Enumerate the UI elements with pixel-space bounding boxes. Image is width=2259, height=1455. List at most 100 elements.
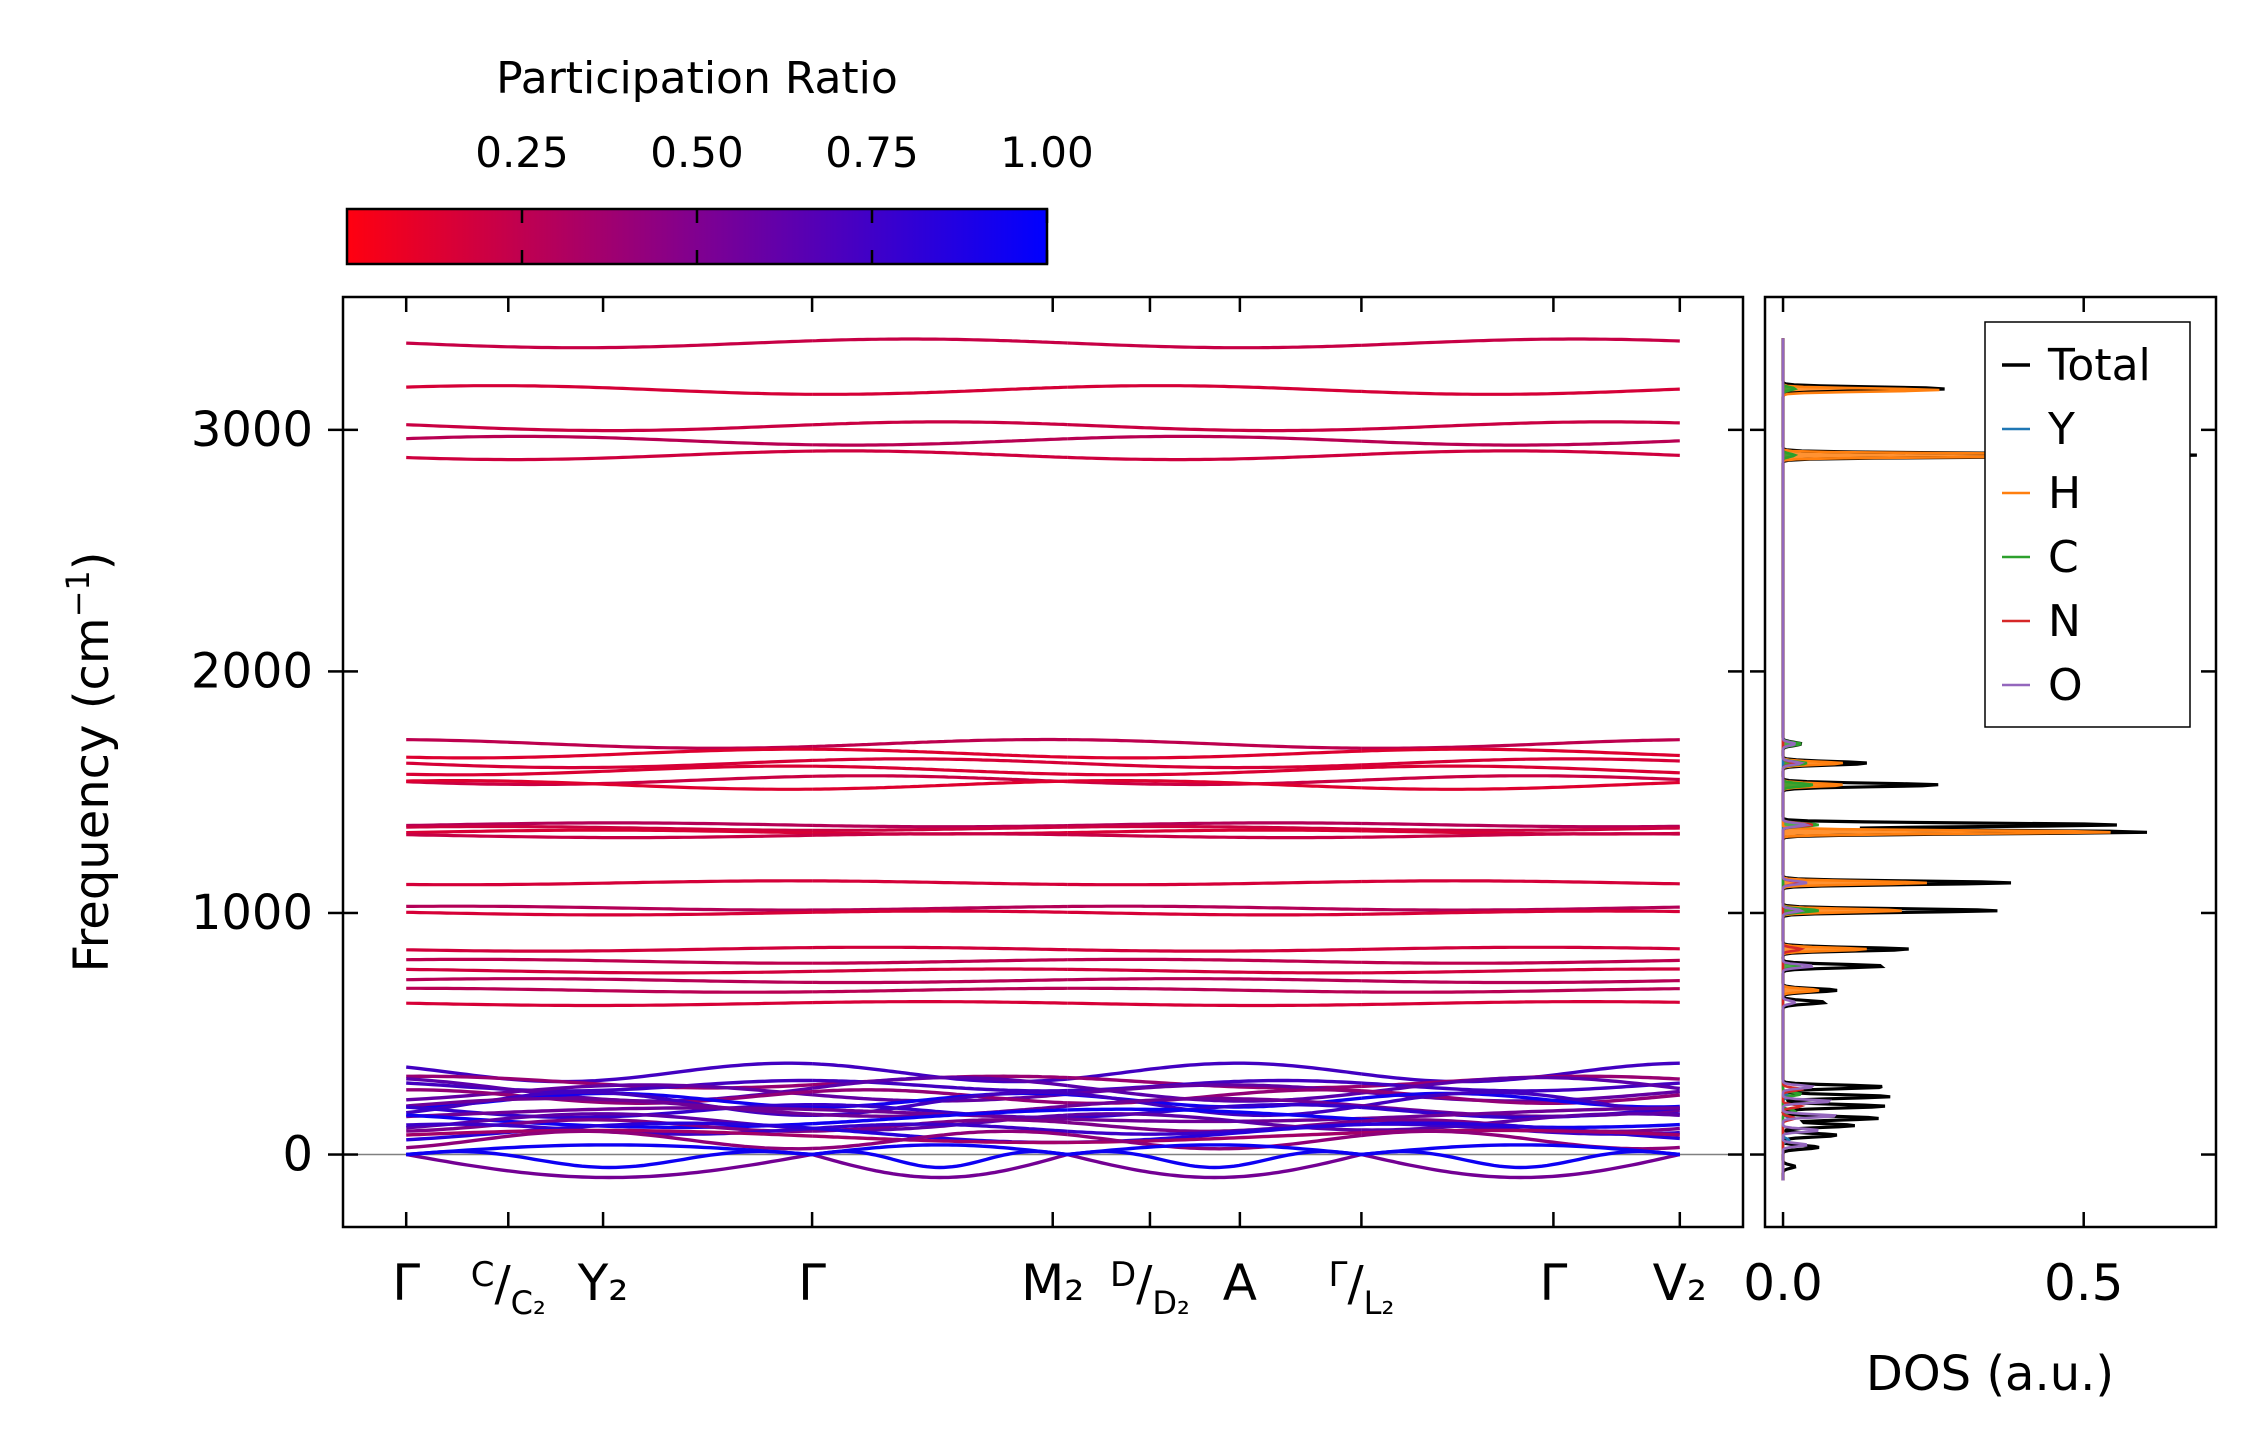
band-line <box>1361 945 1680 951</box>
band-line <box>1361 1075 1680 1095</box>
band-line <box>406 1129 813 1151</box>
band-line <box>1067 761 1362 770</box>
acoustic-band-line <box>405 1152 813 1180</box>
band-line <box>1361 337 1680 347</box>
acoustic-band-line <box>406 1143 813 1157</box>
band-line <box>812 879 1068 887</box>
band-line <box>406 423 813 433</box>
band-line <box>406 764 813 777</box>
band-line <box>812 437 1068 447</box>
band-line <box>1067 977 1362 983</box>
band-line <box>1067 910 1362 917</box>
band-line <box>812 832 1068 837</box>
kpoint-label: M₂ <box>1021 1254 1084 1312</box>
band-line <box>812 747 1068 759</box>
band-line <box>406 833 813 840</box>
band-line <box>1067 1132 1362 1151</box>
band-line <box>1361 1112 1680 1132</box>
band-line <box>406 1078 813 1093</box>
band-line <box>812 1129 1068 1151</box>
band-line <box>406 967 813 975</box>
band-line <box>406 910 813 917</box>
band-line <box>1361 826 1680 832</box>
band-line <box>812 1090 1068 1117</box>
y-label-main: Frequency (cm <box>64 617 120 972</box>
band-y-tick-label: 2000 <box>191 643 313 699</box>
acoustic-band-line <box>406 1149 813 1170</box>
band-line <box>1067 967 1362 975</box>
band-line <box>812 825 1068 832</box>
band-line <box>406 1106 813 1119</box>
band-line <box>406 738 813 750</box>
band-y-tick-label: 1000 <box>191 885 313 941</box>
band-line <box>406 747 813 760</box>
band-line <box>1067 904 1362 911</box>
band-line <box>1361 832 1680 839</box>
band-line <box>1361 747 1680 758</box>
band-line <box>812 385 1068 396</box>
band-line <box>406 957 813 965</box>
band-line <box>1361 979 1680 985</box>
band-x-ticks: Γ C/C₂ Y₂ Γ M₂ D/D₂ A Γ/L₂ Γ V₂ <box>392 297 1707 1322</box>
colorbar-tick-label: 0.25 <box>475 128 569 177</box>
band-line <box>406 779 813 791</box>
band-line <box>1361 439 1680 447</box>
acoustic-band-line <box>1067 1149 1362 1170</box>
band-lines <box>343 337 1743 1180</box>
band-line <box>406 904 813 912</box>
dos-series-o <box>1781 338 1838 1181</box>
band-line <box>811 1075 1068 1090</box>
band-line <box>812 774 1068 784</box>
band-line <box>1067 341 1362 350</box>
band-line <box>1067 749 1362 760</box>
band-line <box>1067 778 1362 787</box>
band-line <box>812 986 1068 994</box>
kpoint-label: A <box>1223 1254 1257 1312</box>
dos-ticks: 0.0 0.5 <box>1743 297 2123 1312</box>
band-line <box>406 1118 813 1133</box>
band-line <box>812 978 1068 985</box>
kpoint-label: Γ <box>798 1254 826 1312</box>
band-line <box>1067 828 1362 835</box>
band-line <box>406 946 813 953</box>
band-line <box>1067 1096 1362 1108</box>
colorbar-title: Participation Ratio <box>496 53 898 104</box>
band-line <box>1361 821 1680 829</box>
legend-label: Y <box>2047 404 2075 455</box>
band-line <box>812 945 1068 952</box>
kpoint-label: D/D₂ <box>1110 1255 1190 1322</box>
band-line <box>1067 423 1362 433</box>
legend-label: H <box>2048 468 2081 519</box>
dos-axes-frame <box>1763 295 2218 1229</box>
band-line <box>1361 1106 1680 1121</box>
band-line <box>1067 452 1362 462</box>
band-line <box>1067 779 1362 790</box>
band-line <box>406 339 813 350</box>
dos-x-tick-label: 0.5 <box>2044 1254 2124 1312</box>
band-line <box>406 449 813 462</box>
band-line <box>1067 986 1362 994</box>
colorbar-ticks: 0.25 0.50 0.75 1.00 <box>475 128 1094 264</box>
y-label-superscript: −1 <box>59 570 97 617</box>
legend-label: O <box>2048 660 2083 711</box>
band-line <box>1361 958 1680 965</box>
band-y-tick-label: 3000 <box>191 402 313 458</box>
band-line <box>1067 821 1362 828</box>
kpoint-label: Γ <box>1539 1254 1567 1312</box>
band-line <box>406 1121 813 1142</box>
band-y-tick-label: 0 <box>282 1127 313 1183</box>
colorbar-tick-label: 1.00 <box>1000 128 1094 177</box>
band-line <box>1361 387 1680 396</box>
band-line <box>812 420 1068 427</box>
band-line <box>1067 766 1362 777</box>
dos-x-axis-label: DOS (a.u.) <box>1866 1346 2114 1402</box>
band-line <box>406 824 813 832</box>
band-line <box>406 986 813 994</box>
band-line <box>1067 957 1362 964</box>
acoustic-band-line <box>1361 1143 1680 1157</box>
band-line <box>812 764 1068 776</box>
kpoint-label: C/C₂ <box>471 1255 546 1322</box>
band-line <box>406 434 813 447</box>
band-line <box>406 1061 813 1084</box>
